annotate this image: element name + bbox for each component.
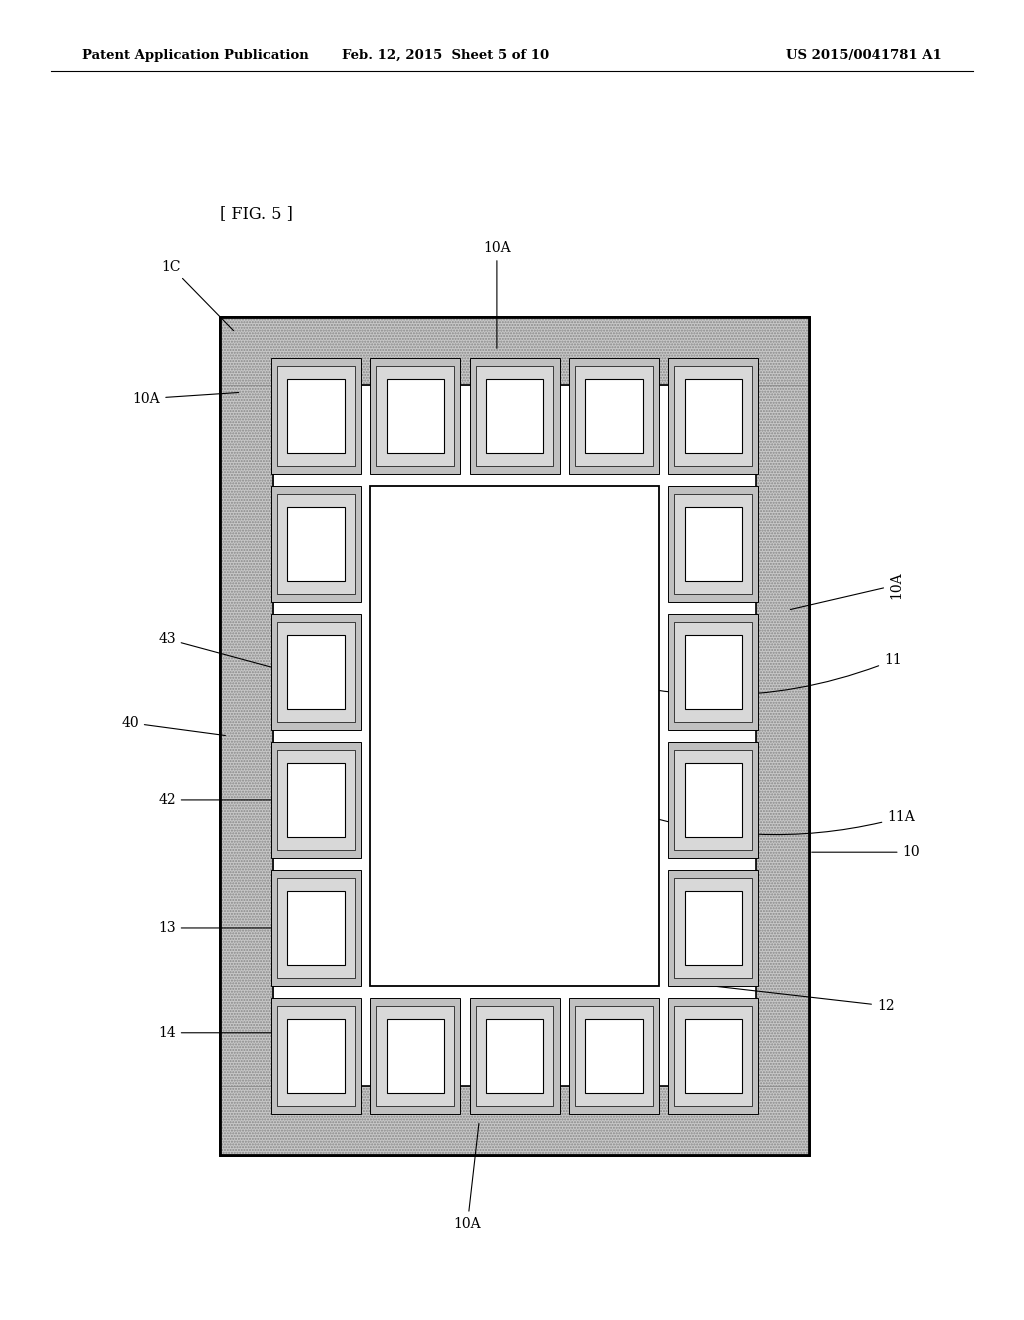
Bar xyxy=(756,385,809,1086)
Text: 10A: 10A xyxy=(133,392,239,405)
Bar xyxy=(271,486,361,602)
Bar xyxy=(685,379,742,453)
Bar xyxy=(387,1019,444,1093)
Bar xyxy=(469,998,559,1114)
Bar xyxy=(377,366,455,466)
Bar xyxy=(371,358,461,474)
Bar xyxy=(371,486,659,986)
Bar xyxy=(475,1006,553,1106)
Bar xyxy=(278,1006,355,1106)
Bar xyxy=(271,998,361,1114)
Bar xyxy=(271,614,361,730)
Text: 10: 10 xyxy=(812,845,921,859)
Bar xyxy=(278,878,355,978)
Bar xyxy=(377,1006,455,1106)
Text: 1C: 1C xyxy=(161,260,233,330)
Text: Feb. 12, 2015  Sheet 5 of 10: Feb. 12, 2015 Sheet 5 of 10 xyxy=(342,49,549,62)
Bar xyxy=(288,1019,345,1093)
Bar xyxy=(288,507,345,581)
Text: 42: 42 xyxy=(158,793,286,807)
Bar xyxy=(675,750,752,850)
Bar xyxy=(288,763,345,837)
Bar xyxy=(675,622,752,722)
Bar xyxy=(387,379,444,453)
Bar xyxy=(675,1006,752,1106)
Text: 10A: 10A xyxy=(454,1123,481,1230)
Bar xyxy=(685,763,742,837)
Bar xyxy=(288,635,345,709)
Text: Patent Application Publication: Patent Application Publication xyxy=(82,49,308,62)
Bar xyxy=(675,494,752,594)
Bar xyxy=(288,891,345,965)
Bar xyxy=(669,998,758,1114)
Bar xyxy=(475,366,553,466)
Bar xyxy=(220,317,809,385)
Bar xyxy=(675,366,752,466)
Bar xyxy=(273,385,756,1086)
Bar xyxy=(271,358,361,474)
Text: [ FIG. 5 ]: [ FIG. 5 ] xyxy=(220,206,293,222)
Bar xyxy=(675,878,752,978)
Bar xyxy=(220,1086,809,1155)
Bar xyxy=(278,622,355,722)
Text: 11A: 11A xyxy=(633,810,915,834)
Bar xyxy=(685,1019,742,1093)
Text: 12: 12 xyxy=(716,986,895,1012)
Text: 10A: 10A xyxy=(791,572,903,610)
Bar xyxy=(278,750,355,850)
Bar xyxy=(669,614,758,730)
Bar xyxy=(669,870,758,986)
Bar xyxy=(288,379,345,453)
Text: 14: 14 xyxy=(158,1026,286,1040)
Text: 11: 11 xyxy=(552,653,902,694)
Bar xyxy=(271,870,361,986)
Bar xyxy=(371,998,461,1114)
Text: 43: 43 xyxy=(158,632,286,671)
Bar xyxy=(220,317,809,1155)
Bar xyxy=(486,379,543,453)
Bar xyxy=(669,486,758,602)
Bar xyxy=(685,891,742,965)
Bar xyxy=(669,742,758,858)
Bar xyxy=(469,358,559,474)
Bar xyxy=(271,742,361,858)
Bar xyxy=(685,635,742,709)
Bar xyxy=(220,317,809,1155)
Bar xyxy=(278,494,355,594)
Bar xyxy=(486,1019,543,1093)
Bar xyxy=(575,366,653,466)
Bar xyxy=(586,1019,643,1093)
Bar xyxy=(569,998,659,1114)
Bar xyxy=(669,358,758,474)
Text: 40: 40 xyxy=(121,715,225,735)
Bar xyxy=(278,366,355,466)
Bar xyxy=(220,385,273,1086)
Text: 13: 13 xyxy=(158,921,286,935)
Text: US 2015/0041781 A1: US 2015/0041781 A1 xyxy=(786,49,942,62)
Bar xyxy=(569,358,659,474)
Bar xyxy=(586,379,643,453)
Bar xyxy=(575,1006,653,1106)
Text: 10A: 10A xyxy=(483,242,511,348)
Bar xyxy=(685,507,742,581)
